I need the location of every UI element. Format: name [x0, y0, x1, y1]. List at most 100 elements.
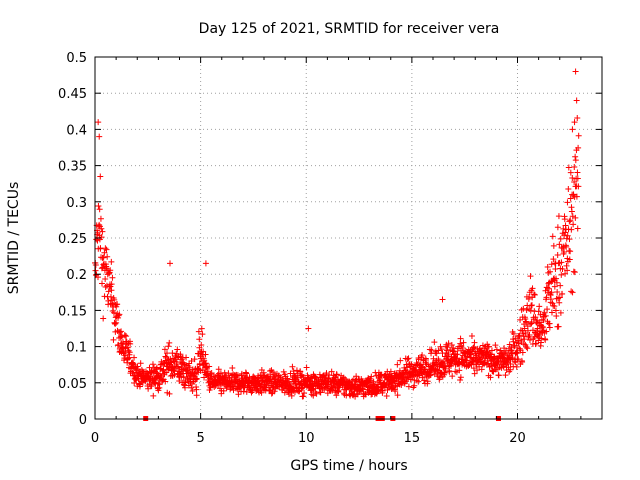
data-point	[125, 347, 132, 354]
data-point	[553, 275, 560, 282]
data-point	[424, 378, 431, 385]
data-point	[166, 260, 173, 267]
data-point	[530, 291, 537, 298]
data-point	[510, 330, 517, 337]
data-point	[103, 246, 110, 253]
data-point	[440, 358, 447, 365]
data-point	[110, 336, 117, 343]
data-point	[394, 361, 401, 368]
data-point	[284, 375, 291, 382]
data-point	[166, 390, 173, 397]
data-point	[328, 368, 335, 375]
data-point	[153, 364, 160, 371]
data-point	[122, 352, 129, 359]
data-point	[567, 217, 574, 224]
data-point	[457, 374, 464, 381]
data-point	[563, 235, 570, 242]
data-point	[515, 356, 522, 363]
data-point	[493, 346, 500, 353]
data-point	[523, 344, 530, 351]
data-point	[549, 233, 556, 240]
data-point	[199, 331, 206, 338]
data-point	[485, 360, 492, 367]
data-point	[548, 309, 555, 316]
data-point	[368, 373, 375, 380]
data-point	[99, 280, 106, 287]
data-point	[112, 320, 119, 327]
data-point	[391, 378, 398, 385]
data-point	[543, 328, 550, 335]
data-point	[545, 285, 552, 292]
y-tick-label: 0.25	[58, 232, 87, 247]
data-point	[569, 175, 576, 182]
data-point	[449, 373, 456, 380]
data-point	[564, 232, 571, 239]
data-point	[483, 348, 490, 355]
data-point	[243, 370, 250, 377]
data-point	[516, 332, 523, 339]
data-point	[296, 381, 303, 388]
data-point	[98, 234, 105, 241]
data-point	[444, 344, 451, 351]
x-tick-label: 0	[91, 431, 99, 446]
data-point	[562, 270, 569, 277]
data-point	[570, 221, 577, 228]
data-point	[543, 294, 550, 301]
data-point	[457, 376, 464, 383]
data-point	[571, 178, 578, 185]
x-tick-label: 10	[298, 431, 315, 446]
data-point	[575, 144, 582, 151]
data-point	[175, 365, 182, 372]
data-point	[298, 385, 305, 392]
data-point	[556, 241, 563, 248]
x-tick-label: 5	[196, 431, 204, 446]
data-point	[335, 387, 342, 394]
data-point	[546, 324, 553, 331]
data-point	[567, 169, 574, 176]
data-point	[188, 357, 195, 364]
data-point	[529, 285, 536, 292]
data-point	[196, 336, 203, 343]
data-point	[95, 119, 102, 126]
data-point	[235, 391, 242, 398]
data-point	[563, 262, 570, 269]
data-point	[134, 365, 141, 372]
data-point	[514, 350, 521, 357]
data-point	[171, 371, 178, 378]
data-point	[442, 365, 449, 372]
data-point	[499, 354, 506, 361]
data-point	[131, 354, 138, 361]
data-point	[574, 175, 581, 182]
data-point	[553, 313, 560, 320]
data-point	[561, 216, 568, 223]
data-point	[333, 371, 340, 378]
data-point	[524, 327, 531, 334]
data-point	[520, 333, 527, 340]
data-point	[405, 383, 412, 390]
data-point	[519, 349, 526, 356]
data-point	[243, 388, 250, 395]
data-point	[202, 351, 209, 358]
y-tick-label: 0.1	[66, 341, 87, 356]
data-point	[460, 339, 467, 346]
y-tick-label: 0	[79, 413, 87, 428]
data-point	[387, 368, 394, 375]
data-point	[403, 378, 410, 385]
data-point	[542, 312, 549, 319]
data-point	[156, 381, 163, 388]
data-point	[517, 316, 524, 323]
data-point	[531, 291, 538, 298]
data-point	[556, 294, 563, 301]
data-point	[340, 374, 347, 381]
data-point	[108, 281, 115, 288]
data-point	[552, 307, 559, 314]
data-point	[476, 363, 483, 370]
x-axis-label: GPS time / hours	[290, 458, 407, 474]
data-point	[114, 342, 121, 349]
data-point	[575, 132, 582, 139]
data-point	[524, 345, 531, 352]
data-point	[107, 267, 114, 274]
data-point	[551, 283, 558, 290]
data-point	[520, 305, 527, 312]
data-point	[194, 375, 201, 382]
